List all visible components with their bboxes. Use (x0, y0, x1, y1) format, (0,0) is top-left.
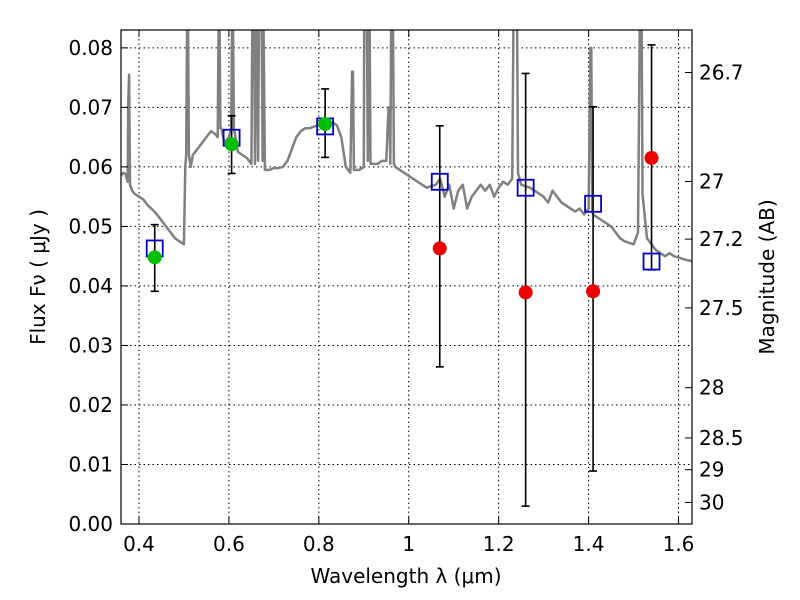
detection-point (318, 117, 333, 132)
y2-tick-label: 27 (699, 170, 724, 194)
y2-tick-label: 29 (699, 458, 724, 482)
y-axis-label: Flux Fν ( μJy ) (26, 209, 50, 345)
axis-ticks (121, 30, 692, 525)
y-tick-label: 0.01 (68, 452, 113, 476)
model-photometry-square (584, 194, 602, 213)
y2-tick-label: 26.7 (699, 61, 744, 85)
y-tick-label: 0.04 (68, 274, 113, 298)
x-axis-label: Wavelength λ (μm) (310, 564, 501, 588)
nondetection-point (518, 285, 533, 300)
nondetection-point (586, 284, 601, 299)
model-spectrum (121, 30, 692, 263)
nondetection-point (432, 241, 447, 256)
nondetection-point (644, 150, 659, 165)
model-photometry-square (430, 172, 449, 191)
y2-tick-label: 30 (699, 490, 724, 514)
y-tick-label: 0.06 (68, 155, 113, 179)
tick-labels: 0.4 0.6 0.8 1 1.2 1.4 1.6 0.00 0.01 0.02 0.03 0.04 0… (68, 36, 743, 556)
y-tick-label: 0.03 (68, 333, 113, 357)
y-tick-label: 0.07 (68, 95, 113, 119)
x-tick-label: 0.4 (123, 532, 155, 556)
x-tick-label: 1 (402, 532, 415, 556)
detection-point (147, 250, 162, 265)
plot-frame (120, 29, 693, 525)
x-tick-label: 0.6 (213, 532, 245, 556)
y2-axis-label: Magnitude (AB) (755, 199, 779, 354)
y-tick-label: 0.05 (68, 214, 113, 238)
x-tick-label: 1.2 (483, 532, 515, 556)
x-tick-label: 0.8 (303, 532, 335, 556)
model-spectrum-line (121, 30, 692, 263)
y-tick-label: 0.08 (68, 36, 113, 60)
y2-tick-label: 28 (699, 376, 724, 400)
x-tick-label: 1.4 (573, 532, 605, 556)
y-tick-label: 0.02 (68, 393, 113, 417)
model-photometry-square (642, 252, 661, 271)
detection-point (224, 137, 239, 152)
y2-tick-label: 27.5 (699, 296, 744, 320)
x-tick-label: 1.6 (663, 532, 695, 556)
y-tick-label: 0.00 (68, 512, 113, 536)
model-photometry-square (516, 178, 535, 197)
y2-tick-label: 27.2 (699, 227, 744, 251)
y2-tick-label: 28.5 (699, 426, 744, 450)
data-markers (145, 117, 661, 300)
